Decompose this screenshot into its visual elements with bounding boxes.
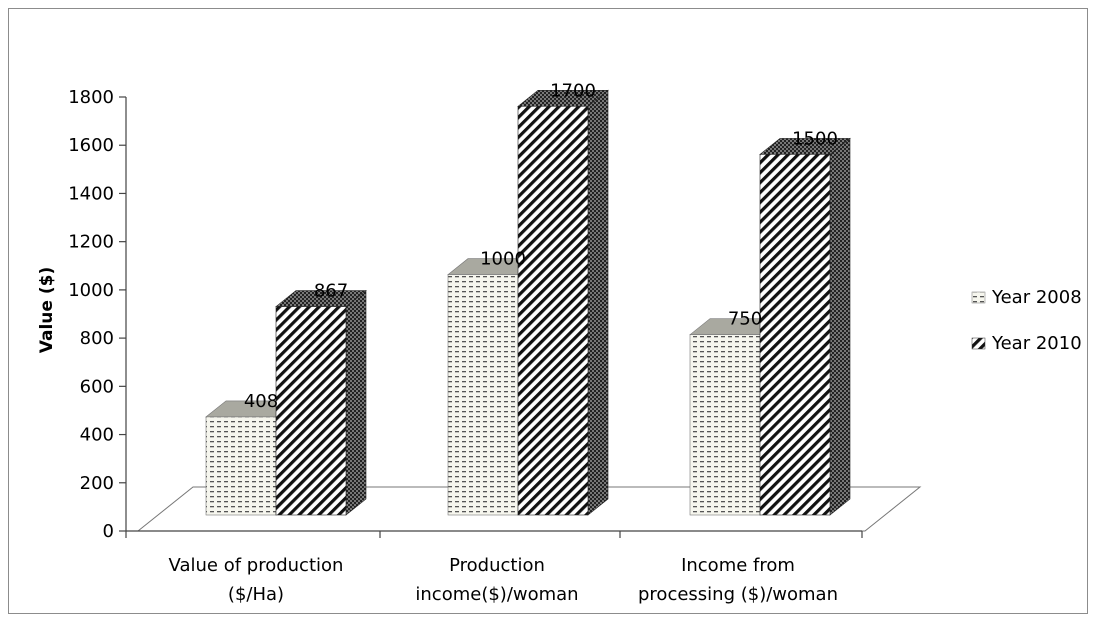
bars <box>205 89 851 516</box>
bar-2010 <box>759 137 851 516</box>
data-label: 1700 <box>550 80 596 101</box>
y-tick-label: 1200 <box>68 232 114 253</box>
data-label: 1500 <box>792 128 838 149</box>
y-tick-label: 1800 <box>68 87 114 108</box>
category-label: Production <box>449 555 545 576</box>
legend: Year 2008 Year 2010 <box>971 287 1082 354</box>
category-label: Value of production <box>169 555 344 576</box>
data-labels: 408 867 1000 1700 750 1500 <box>244 80 838 412</box>
category-label: ($/Ha) <box>228 584 284 605</box>
y-tick-label: 1000 <box>68 280 114 301</box>
category-label: Income from <box>681 555 795 576</box>
y-tick-label: 1600 <box>68 135 114 156</box>
y-tick-label: 1400 <box>68 183 114 204</box>
data-label: 1000 <box>480 249 526 270</box>
legend-swatch-2008 <box>971 291 986 304</box>
y-tick-label: 400 <box>80 425 114 446</box>
data-label: 408 <box>244 391 278 412</box>
y-tick-label: 800 <box>80 328 114 349</box>
legend-label-2010: Year 2010 <box>991 333 1082 354</box>
category-label: income($)/woman <box>415 584 578 605</box>
data-label: 750 <box>728 309 762 330</box>
y-axis-label: Value ($) <box>37 267 57 353</box>
y-tick-label: 0 <box>103 521 114 542</box>
bar-2010 <box>517 89 609 516</box>
category-label: processing ($)/woman <box>638 584 838 605</box>
y-tick-label: 600 <box>80 376 114 397</box>
bar-2010 <box>275 289 367 516</box>
y-axis: 0 200 400 600 800 1000 1200 1400 1600 1800 <box>68 87 863 542</box>
legend-label-2008: Year 2008 <box>991 287 1082 308</box>
y-tick-label: 200 <box>80 473 114 494</box>
category-labels: Value of production ($/Ha) Production incom… <box>169 555 838 605</box>
legend-swatch-2010 <box>971 337 986 350</box>
data-label: 867 <box>314 281 348 302</box>
